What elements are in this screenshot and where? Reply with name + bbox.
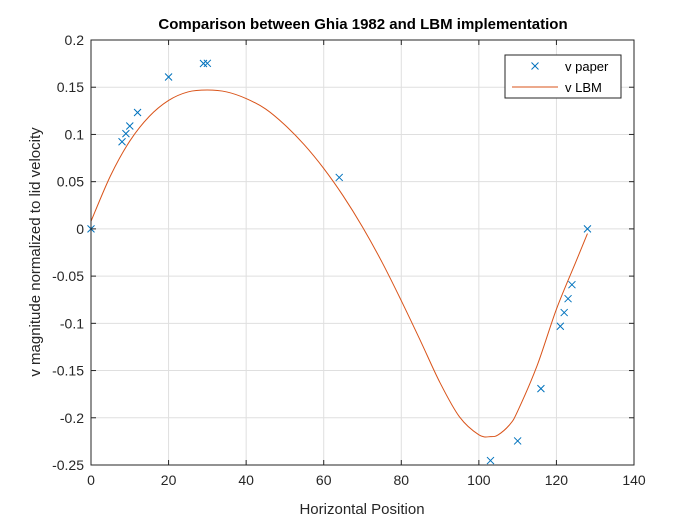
scatter-point bbox=[537, 384, 545, 393]
scatter-point bbox=[486, 456, 495, 465]
x-tick-label: 80 bbox=[393, 472, 409, 488]
scatter-point bbox=[556, 322, 565, 331]
scatter-point bbox=[560, 308, 569, 317]
x-tick-label: 120 bbox=[545, 472, 569, 488]
scatter-point bbox=[122, 129, 130, 138]
series-layer bbox=[87, 59, 592, 465]
series-line bbox=[90, 89, 588, 438]
y-tick-label: -0.05 bbox=[52, 268, 84, 284]
plot-area bbox=[91, 40, 634, 465]
plot-frame bbox=[90, 39, 635, 466]
y-tick-label: -0.1 bbox=[60, 315, 84, 331]
y-tick-label: 0.1 bbox=[65, 126, 85, 142]
scatter-point bbox=[203, 59, 212, 68]
legend-label: v paper bbox=[565, 59, 609, 74]
scatter-point bbox=[583, 225, 592, 233]
x-tick-label: 40 bbox=[238, 472, 254, 488]
chart-title: Comparison between Ghia 1982 and LBM imp… bbox=[158, 16, 567, 33]
scatter-point bbox=[564, 294, 572, 303]
scatter-point bbox=[118, 137, 126, 146]
y-tick-label: 0 bbox=[76, 221, 84, 237]
x-tick-label: 20 bbox=[161, 472, 177, 488]
y-tick-label: -0.15 bbox=[52, 363, 84, 379]
legend-box bbox=[504, 54, 622, 99]
x-tick-label: 140 bbox=[622, 472, 646, 488]
scatter-point bbox=[125, 122, 134, 130]
y-tick-label: -0.25 bbox=[52, 457, 84, 473]
scatter-point bbox=[164, 73, 173, 81]
scatter-point bbox=[335, 173, 344, 182]
legend: v paper v LBM bbox=[504, 54, 622, 99]
scatter-point bbox=[513, 437, 522, 445]
x-tick-label: 0 bbox=[87, 472, 95, 488]
x-tick-label: 60 bbox=[316, 472, 332, 488]
legend-item: v LBM bbox=[512, 80, 602, 95]
x-tick-label: 100 bbox=[467, 472, 491, 488]
y-axis-label: v magnitude normalized to lid velocity bbox=[27, 127, 44, 377]
y-tick-label: -0.2 bbox=[60, 410, 84, 426]
tick-labels: 0 20 40 60 80 100 120 140 -0.25 -0.2 -0.15 -0.1 -0.0… bbox=[52, 32, 646, 488]
tick-marks bbox=[90, 39, 635, 466]
scatter-point bbox=[133, 108, 142, 117]
y-tick-label: 0.05 bbox=[57, 174, 84, 190]
scatter-point bbox=[568, 280, 576, 289]
legend-label: v LBM bbox=[565, 80, 602, 95]
legend-marker bbox=[531, 62, 539, 70]
y-tick-label: 0.2 bbox=[65, 32, 85, 48]
legend-item: v paper bbox=[531, 59, 609, 74]
x-axis-label: Horizontal Position bbox=[299, 501, 424, 518]
y-tick-label: 0.15 bbox=[57, 79, 84, 95]
